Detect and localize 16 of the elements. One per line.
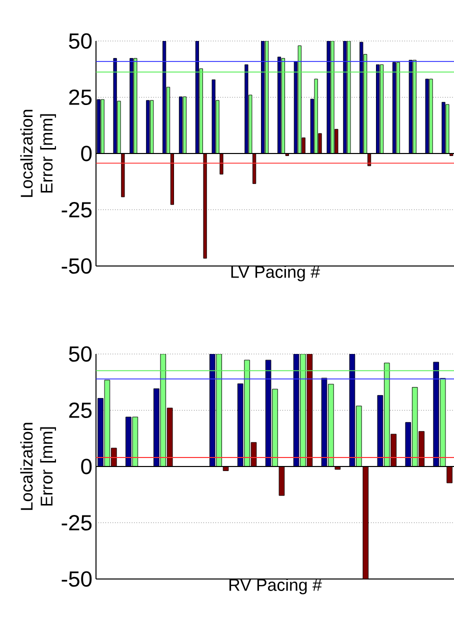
y-tick-label: 50 <box>68 346 92 362</box>
y-tick-label: -50 <box>62 571 92 587</box>
bar <box>98 398 104 466</box>
y-tick-label: 25 <box>69 402 92 418</box>
y-tick-label: -25 <box>62 514 92 531</box>
y-tick-label: 50 <box>68 33 92 49</box>
y-tick-label: 25 <box>69 89 92 106</box>
y-tick-label: -25 <box>62 202 92 218</box>
bar <box>126 416 132 467</box>
bar <box>418 431 424 467</box>
y-tick-label: 0 <box>81 458 92 474</box>
y-tick-label: -50 <box>62 258 92 274</box>
y-axis-title: Localization Error [mm] <box>20 110 56 197</box>
y-tick-label: 0 <box>81 146 92 162</box>
x-axis-title: LV Pacing # <box>231 266 320 282</box>
y-axis-title: Localization Error [mm] <box>20 422 56 510</box>
